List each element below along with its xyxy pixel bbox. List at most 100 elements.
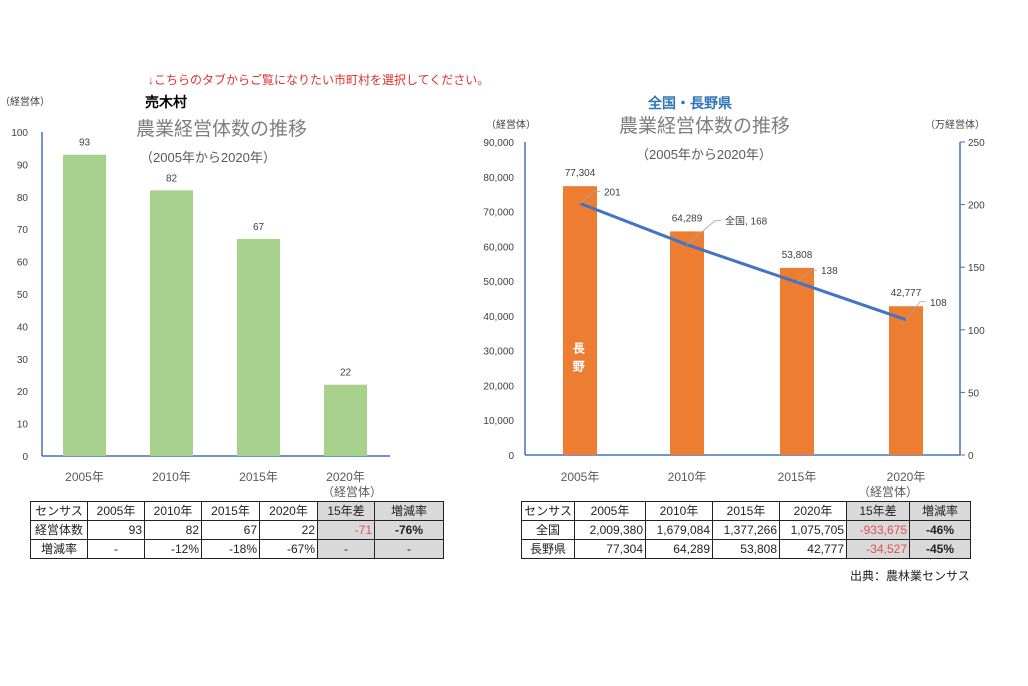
table-cell: 全国	[521, 520, 575, 540]
table-cell: 42,777	[779, 539, 847, 559]
table-cell: -71	[317, 520, 375, 540]
right-bar	[889, 306, 923, 455]
right-y-tick: 30,000	[483, 347, 514, 358]
right-bar	[563, 186, 597, 455]
right-bar	[670, 231, 704, 455]
left-y-tick: 0	[22, 452, 28, 463]
table-row: 長野県 77,304 64,289 53,808 42,777 -34,527 -45%	[521, 539, 971, 559]
left-chart-xlabel: （経営体）	[322, 485, 383, 499]
table-header-cell: 増減率	[374, 501, 444, 521]
left-chart-title: 農業経営体数の推移	[136, 119, 308, 140]
right-y-tick: 70,000	[483, 208, 514, 219]
left-y-tick: 90	[17, 160, 29, 171]
right-bar-label: 64,289	[672, 213, 703, 224]
table-cell: -	[317, 539, 375, 559]
right-chart-region: 全国・長野県	[648, 95, 732, 111]
left-bar-label: 67	[253, 222, 265, 233]
right-y2-tick: 200	[968, 201, 985, 212]
table-header-cell: センサス	[30, 501, 88, 521]
left-x-tick: 2005年	[65, 470, 104, 484]
table-header-cell: 2020年	[779, 501, 847, 521]
table-header-cell: 2005年	[87, 501, 145, 521]
left-y-tick: 20	[17, 387, 29, 398]
table-row: 増減率 - -12% -18% -67% - -	[30, 539, 444, 559]
left-y-tick: 70	[17, 225, 29, 236]
left-y-tick: 10	[17, 420, 29, 431]
left-chart-region: 売木村	[145, 94, 187, 110]
right-bar	[780, 267, 814, 455]
right-chart-xlabel: （経営体）	[858, 485, 919, 499]
left-x-tick: 2010年	[152, 470, 191, 484]
right-y2-tick: 150	[968, 263, 985, 274]
table-header-cell: 2010年	[144, 501, 202, 521]
table-cell: -	[87, 539, 145, 559]
table-cell: -76%	[374, 520, 444, 540]
right-y2-tick: 0	[968, 451, 974, 462]
line-label-leader	[905, 301, 926, 321]
table-header-cell: 2015年	[712, 501, 780, 521]
right-y-tick: 20,000	[483, 381, 514, 392]
table-header-row: センサス 2005年 2010年 2015年 2020年 15年差 増減率	[521, 501, 971, 521]
notice-text: ↓こちらのタブからご覧になりたい市町村を選択してください。	[148, 73, 490, 87]
line-label-leader	[796, 269, 817, 283]
left-y-tick: 30	[17, 355, 29, 366]
left-y-tick: 40	[17, 322, 29, 333]
right-bar-label: 53,808	[782, 250, 813, 261]
left-bar-label: 93	[79, 138, 91, 149]
table-row: 経営体数 93 82 67 22 -71 -76%	[30, 520, 444, 540]
left-x-tick: 2015年	[239, 470, 278, 484]
left-bar	[150, 190, 193, 456]
table-cell: -46%	[909, 520, 971, 540]
line-point-label: 201	[604, 187, 621, 198]
right-x-tick: 2010年	[668, 470, 707, 484]
table-header-cell: 2015年	[201, 501, 260, 521]
table-cell: 64,289	[645, 539, 713, 559]
right-y-tick: 50,000	[483, 277, 514, 288]
source-text: 出典：農林業センサス	[850, 569, 970, 583]
right-y-tick: 10,000	[483, 416, 514, 427]
line-point-label: 138	[821, 266, 838, 277]
right-y-tick: 60,000	[483, 242, 514, 253]
right-y2-tick: 100	[968, 326, 985, 337]
table-cell: 93	[87, 520, 145, 540]
left-chart-subtitle: （2005年から2020年）	[140, 150, 276, 165]
line-label-leader	[579, 190, 600, 204]
table-cell: -	[374, 539, 444, 559]
table-cell: -45%	[909, 539, 971, 559]
table-header-cell: 15年差	[317, 501, 375, 521]
right-chart-title: 農業経営体数の推移	[619, 116, 791, 137]
table-cell: 経営体数	[30, 520, 88, 540]
table-header-row: センサス 2005年 2010年 2015年 2020年 15年差 増減率	[30, 501, 444, 521]
table-cell: 2,009,380	[574, 520, 646, 540]
table-cell: 67	[201, 520, 260, 540]
right-x-tick: 2015年	[778, 470, 817, 484]
left-bar-label: 82	[166, 173, 178, 184]
left-bar	[63, 154, 106, 456]
right-y-tick: 80,000	[483, 173, 514, 184]
zenkoku-line	[579, 201, 907, 322]
table-cell: 長野県	[521, 539, 575, 559]
table-cell: -18%	[201, 539, 260, 559]
line-point-label: 全国, 168	[725, 215, 768, 228]
right-chart-y2label: （万経営体）	[925, 120, 985, 131]
right-x-tick: 2020年	[887, 470, 926, 484]
line-point-label: 108	[930, 298, 947, 309]
right-bar-label: 77,304	[565, 168, 596, 179]
table-row: 全国 2,009,380 1,679,084 1,377,266 1,075,705 -9…	[521, 520, 971, 540]
table-cell: 82	[144, 520, 202, 540]
right-y2-tick: 50	[968, 388, 980, 399]
table-cell: -12%	[144, 539, 202, 559]
left-data-table: センサス 2005年 2010年 2015年 2020年 15年差 増減率 経営体数 93 82 6…	[30, 501, 444, 559]
left-y-tick: 100	[11, 128, 28, 139]
right-data-table: センサス 2005年 2010年 2015年 2020年 15年差 増減率 全国 2,009,3…	[521, 501, 971, 559]
line-label-leader	[686, 220, 721, 245]
left-chart-ylabel: （経営体）	[0, 97, 50, 108]
right-y2-tick: 250	[968, 138, 985, 149]
left-bar	[324, 384, 367, 456]
table-header-cell: センサス	[521, 501, 575, 521]
series-name-nagano: 長野	[571, 342, 586, 378]
left-y-tick: 80	[17, 193, 29, 204]
left-x-tick: 2020年	[326, 470, 365, 484]
right-chart-ylabel: （経営体）	[486, 120, 536, 131]
right-y-tick: 0	[508, 451, 514, 462]
